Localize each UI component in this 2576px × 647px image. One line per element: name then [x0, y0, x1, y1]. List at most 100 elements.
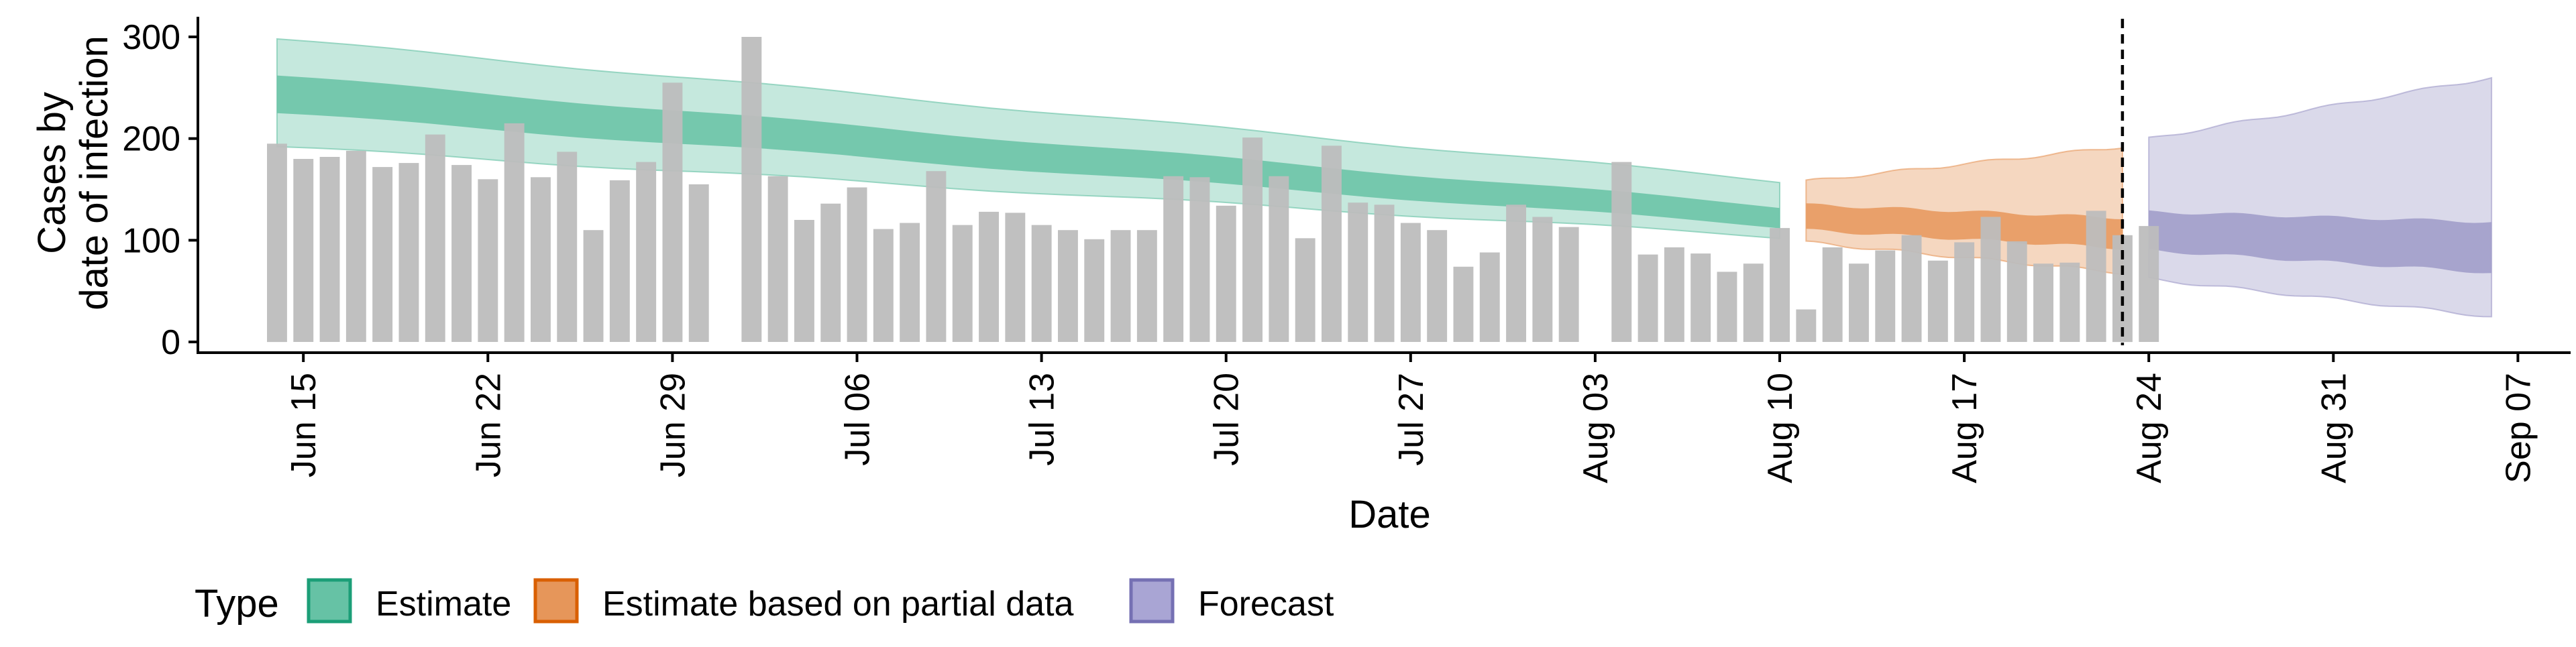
- y-tick-label: 300: [122, 18, 180, 57]
- bar: [2086, 211, 2106, 342]
- bar: [979, 211, 999, 342]
- x-tick-label: Jul 20: [1208, 373, 1246, 466]
- bar: [1770, 228, 1790, 342]
- bar: [1005, 213, 1026, 342]
- bar: [583, 230, 604, 342]
- legend-label-estimate: Estimate: [376, 585, 511, 624]
- bar: [1558, 227, 1579, 342]
- bar: [1400, 223, 1421, 342]
- bar: [609, 180, 630, 342]
- bar: [1717, 272, 1737, 342]
- legend-key-estimate-based-on-partial-data: [533, 578, 579, 624]
- bar: [847, 187, 867, 342]
- bar: [1058, 230, 1078, 342]
- bar: [1506, 204, 1526, 343]
- bar: [1348, 202, 1368, 342]
- bar: [1822, 247, 1843, 342]
- bar: [2006, 241, 2027, 342]
- bar: [741, 37, 762, 342]
- bar: [767, 176, 788, 342]
- bar: [1690, 253, 1711, 342]
- bar: [636, 162, 657, 342]
- forecast-outer-band: [2148, 76, 2493, 318]
- bar: [319, 157, 340, 342]
- bar: [345, 150, 366, 342]
- bar: [1453, 266, 1474, 342]
- bar: [1110, 230, 1131, 342]
- bar: [2033, 263, 2053, 342]
- bar: [794, 220, 814, 342]
- x-tick-label: Jun 15: [284, 373, 323, 477]
- y-axis-title: Cases bydate of infection: [30, 36, 116, 310]
- x-tick-label: Jun 22: [469, 373, 508, 477]
- bar: [531, 177, 551, 342]
- x-tick-label: Aug 17: [1945, 373, 1984, 483]
- bar: [1269, 176, 1289, 342]
- bar: [952, 225, 973, 342]
- legend-label-forecast: Forecast: [1198, 585, 1334, 624]
- bar: [1295, 238, 1316, 342]
- bar: [425, 134, 445, 342]
- x-tick-label: Aug 10: [1761, 373, 1800, 483]
- bar: [1743, 263, 1764, 342]
- bar: [1479, 252, 1500, 342]
- bar: [1954, 242, 1975, 342]
- bar: [1216, 205, 1236, 342]
- bar: [873, 229, 894, 342]
- y-tick-label: 100: [122, 221, 180, 260]
- bar: [1849, 263, 1869, 342]
- bar: [451, 165, 472, 342]
- bar: [1980, 217, 2001, 342]
- legend-key-forecast: [1129, 578, 1175, 624]
- bar: [398, 163, 419, 342]
- x-tick-label: Jul 13: [1023, 373, 1062, 466]
- forecast-inner-band: [2149, 210, 2492, 274]
- legend-title: Type: [195, 582, 279, 626]
- x-axis-title: Date: [1348, 493, 1431, 536]
- x-tick-label: Jun 29: [653, 373, 692, 477]
- bar: [1796, 309, 1817, 342]
- bar: [2139, 226, 2159, 342]
- bar: [1611, 162, 1632, 342]
- bar: [926, 171, 947, 342]
- bar: [900, 223, 920, 342]
- bar: [1664, 247, 1684, 342]
- bar: [293, 159, 314, 342]
- x-tick-label: Aug 03: [1576, 373, 1615, 483]
- bar: [662, 82, 683, 343]
- bar: [504, 123, 525, 342]
- bar: [1322, 145, 1342, 343]
- x-tick-label: Aug 24: [2130, 373, 2169, 483]
- y-tick-label: 200: [122, 120, 180, 159]
- legend-label-estimate-based-on-partial-data: Estimate based on partial data: [602, 585, 1074, 624]
- legend: Type Estimate Estimate based on partial da…: [195, 578, 1334, 626]
- bar: [372, 167, 393, 342]
- bar: [1374, 204, 1395, 343]
- bar: [1532, 217, 1553, 342]
- y-axis-title-line: date of infection: [72, 36, 116, 310]
- bar: [688, 184, 709, 342]
- bar: [1189, 177, 1210, 342]
- bar: [820, 203, 841, 342]
- band-layer: [276, 38, 2493, 318]
- y-axis-title-line: Cases by: [30, 92, 74, 254]
- bar: [1031, 225, 1052, 342]
- x-tick-label: Aug 31: [2314, 373, 2353, 483]
- bar: [1163, 176, 1184, 342]
- bar: [1242, 137, 1263, 342]
- x-tick-label: Jul 06: [839, 373, 877, 466]
- bar: [1638, 254, 1658, 342]
- x-tick-label: Sep 07: [2499, 373, 2538, 483]
- estimate-based-on-partial-data-inner-band: [1806, 203, 2123, 250]
- bar: [1084, 239, 1105, 342]
- x-tick-label: Jul 27: [1392, 373, 1431, 466]
- bar: [557, 152, 578, 342]
- bar: [1875, 250, 1896, 342]
- bar: [478, 179, 498, 342]
- bar: [1136, 230, 1157, 342]
- y-tick-label: 0: [161, 323, 180, 362]
- bar: [1901, 235, 1922, 343]
- axes-layer: 0 100 200 300 Jun 15 Jun 22 Jun 29 Jul 06 Jul 13…: [30, 17, 2571, 536]
